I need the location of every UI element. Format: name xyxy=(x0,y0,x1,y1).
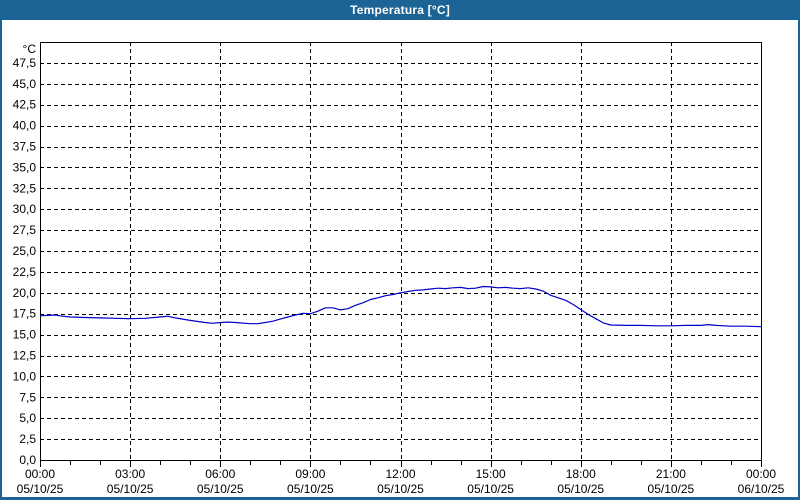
temperature-line-chart: °C47,5 45,0 42,5 40,0 37,5 35,0 32,5 30,0 27,5 25… xyxy=(13,42,785,496)
x-tick-date-label: 05/10/25 xyxy=(107,482,154,496)
x-tick-time-label: 12:00 xyxy=(385,467,415,481)
y-tick-labels: 47,5 45,0 42,5 40,0 37,5 35,0 32,5 30,0 27,5 25,0… xyxy=(13,56,37,467)
x-tick-date-label: 05/10/25 xyxy=(287,482,334,496)
x-tick-date-label: 05/10/25 xyxy=(557,482,604,496)
y-tick-label: 22,5 xyxy=(13,265,37,279)
horizontal-gridlines xyxy=(40,63,761,440)
x-tick-date-label: 05/10/25 xyxy=(467,482,514,496)
x-tick-time-label: 09:00 xyxy=(295,467,325,481)
y-tick-label: 5,0 xyxy=(19,411,36,425)
y-tick-label: 17,5 xyxy=(13,307,37,321)
x-tick-time-label: 00:00 xyxy=(746,467,776,481)
plot-border xyxy=(40,42,762,461)
y-tick-label: 35,0 xyxy=(13,160,37,174)
y-tick-label: 7,5 xyxy=(19,390,36,404)
y-tick-label: 32,5 xyxy=(13,181,37,195)
y-tick-label: 42,5 xyxy=(13,98,37,112)
x-tick-time-label: 18:00 xyxy=(566,467,596,481)
x-tick-labels: 00:0005/10/2503:0005/10/2506:0005/10/250… xyxy=(17,467,785,496)
y-tick-label: 10,0 xyxy=(13,369,37,383)
y-tick-label: 30,0 xyxy=(13,202,37,216)
x-tick-time-label: 00:00 xyxy=(25,467,55,481)
x-tick-date-label: 05/10/25 xyxy=(197,482,244,496)
x-tick-time-label: 15:00 xyxy=(476,467,506,481)
x-tick-date-label: 05/10/25 xyxy=(17,482,64,496)
y-tick-label: 40,0 xyxy=(13,119,37,133)
window-title: Temperatura [°C] xyxy=(350,3,450,17)
chart-area: °C 47,5 45,0 42,5 40,0 37,5 35,0 32,5 30,0 27,5 25… xyxy=(0,20,800,500)
y-tick-label: 47,5 xyxy=(13,56,37,70)
y-tick-label: 27,5 xyxy=(13,223,37,237)
x-axis-ticks xyxy=(40,461,762,467)
y-axis-unit-label: °C xyxy=(23,42,37,56)
window-title-bar: Temperatura [°C] xyxy=(0,0,800,20)
y-tick-label: 12,5 xyxy=(13,349,37,363)
temperature-series-line xyxy=(39,285,762,328)
x-tick-date-label: 05/10/25 xyxy=(648,482,695,496)
x-tick-time-label: 21:00 xyxy=(656,467,686,481)
y-tick-label: 20,0 xyxy=(13,286,37,300)
y-tick-label: 2,5 xyxy=(19,432,36,446)
y-tick-label: 0,0 xyxy=(19,453,36,467)
x-tick-date-label: 06/10/25 xyxy=(738,482,785,496)
y-tick-label: 37,5 xyxy=(13,140,37,154)
y-tick-label: 45,0 xyxy=(13,77,37,91)
y-tick-label: 25,0 xyxy=(13,244,37,258)
x-tick-time-label: 03:00 xyxy=(115,467,145,481)
x-tick-time-label: 06:00 xyxy=(205,467,235,481)
x-tick-date-label: 05/10/25 xyxy=(377,482,424,496)
y-tick-label: 15,0 xyxy=(13,328,37,342)
